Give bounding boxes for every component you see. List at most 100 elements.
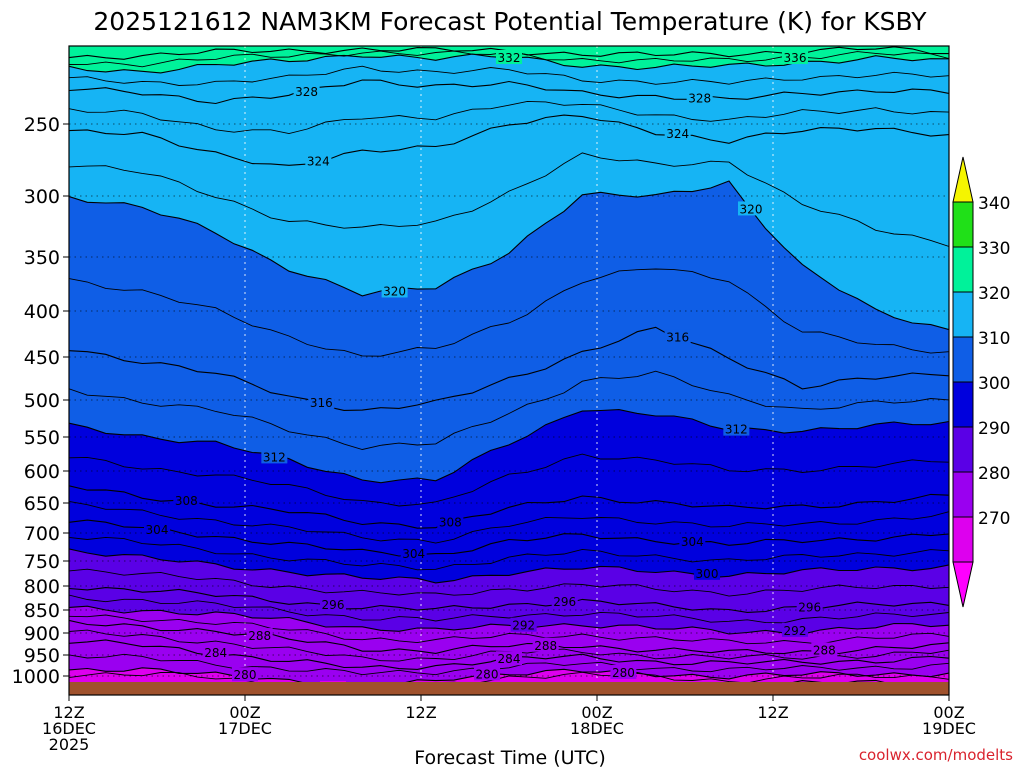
colorbar-bottom-arrow xyxy=(952,561,974,608)
y-tick-label: 700 xyxy=(24,523,60,545)
contour-318 xyxy=(69,268,949,357)
contour-label-bg xyxy=(261,449,288,464)
colorbar-label: 320 xyxy=(978,284,1010,304)
contour-label: 328 xyxy=(295,85,318,99)
contour-label-bg xyxy=(144,521,170,536)
contour-label: 328 xyxy=(688,92,711,106)
contour-label: 280 xyxy=(612,666,635,680)
contour-328 xyxy=(69,79,949,105)
x-tick-label: 00Z xyxy=(933,703,964,722)
colorbar-bin-340 xyxy=(952,201,974,248)
colorbar-bin-290 xyxy=(952,426,974,473)
contour-294 xyxy=(69,594,949,624)
pressure-axis: 2503003504004505005506006507007508008509… xyxy=(12,114,69,688)
contour-298 xyxy=(69,568,949,597)
y-tick-label: 500 xyxy=(24,390,60,412)
contour-label-bg xyxy=(320,597,346,612)
fill-above-336 xyxy=(69,46,949,60)
contour-label: 324 xyxy=(307,154,330,168)
contour-label: 312 xyxy=(263,450,286,464)
contour-label-bg xyxy=(811,642,838,657)
contour-label: 336 xyxy=(784,51,807,65)
contour-label-bg xyxy=(694,565,720,580)
contour-label: 288 xyxy=(248,629,271,643)
colorbar-bin-310 xyxy=(952,336,974,383)
x-tick-label: 12Z xyxy=(53,703,84,722)
contour-308 xyxy=(69,485,949,529)
contour-label-bg xyxy=(173,493,200,508)
contour-label: 304 xyxy=(681,535,704,549)
contour-label-bg xyxy=(308,394,335,409)
contour-278 xyxy=(69,671,949,691)
contour-labels: 332 328 336 328 324 324 320 320 316 316 312 312 308 3… xyxy=(144,50,838,696)
contour-label: 304 xyxy=(146,523,169,537)
contour-288 xyxy=(69,619,949,655)
contour-320 xyxy=(69,180,949,331)
contour-label: 308 xyxy=(439,515,462,529)
contour-label-bg xyxy=(686,90,713,105)
contour-312 xyxy=(69,409,949,484)
y-tick-label: 900 xyxy=(24,623,60,645)
x-tick-label: 17DEC xyxy=(218,719,272,738)
contour-label-bg xyxy=(782,50,808,64)
colorbar: 340 330 320 310 300 290 280 270 xyxy=(952,156,1010,608)
x-axis-label: Forecast Time (UTC) xyxy=(414,747,605,768)
contour-label-bg xyxy=(474,666,500,681)
y-tick-label: 550 xyxy=(24,427,60,449)
contour-label-bg xyxy=(532,637,559,652)
contour-330 xyxy=(69,65,949,86)
contour-label: 284 xyxy=(204,646,227,660)
terrain-band xyxy=(69,682,949,695)
contour-label-bg xyxy=(510,617,537,632)
contour-label: 292 xyxy=(512,619,535,633)
x-tick-label: 18DEC xyxy=(570,719,624,738)
contour-324 xyxy=(69,114,949,166)
contour-304 xyxy=(69,519,949,557)
contour-306 xyxy=(69,500,949,544)
contour-label-bg xyxy=(738,201,764,216)
colorbar-label: 310 xyxy=(978,329,1010,349)
x-tick-label: 2025 xyxy=(49,735,90,754)
contour-label-bg xyxy=(437,514,464,529)
theta-color-fills xyxy=(69,46,949,695)
y-tick-label: 950 xyxy=(24,645,60,667)
contour-label: 312 xyxy=(725,423,748,437)
contour-290 xyxy=(69,614,949,645)
contour-label-bg xyxy=(723,421,750,436)
contour-label: 288 xyxy=(534,639,557,653)
colorbar-bin-280 xyxy=(952,471,974,518)
contour-326 xyxy=(69,100,949,135)
contour-label: 316 xyxy=(666,331,689,345)
contour-label: 320 xyxy=(740,202,763,216)
x-tick-label: 12Z xyxy=(405,703,436,722)
contour-label-bg xyxy=(232,667,258,682)
contour-282 xyxy=(69,653,949,676)
contour-label: 304 xyxy=(402,547,425,561)
colorbar-label: 330 xyxy=(978,239,1010,259)
colorbar-label: 300 xyxy=(978,374,1010,394)
colorbar-label: 270 xyxy=(978,509,1010,529)
watermark: coolwx.com/modelts xyxy=(859,746,1013,764)
chart-title: 2025121612 NAM3KM Forecast Potential Tem… xyxy=(93,7,927,36)
x-tick-label: 00Z xyxy=(581,703,612,722)
contour-label-bg xyxy=(381,283,408,298)
contour-label-bg xyxy=(664,329,691,344)
y-tick-label: 400 xyxy=(24,301,60,323)
contour-label-bg xyxy=(551,594,578,609)
x-tick-label: 19DEC xyxy=(922,719,976,738)
contour-316 xyxy=(69,326,949,411)
y-tick-label: 750 xyxy=(24,551,60,573)
y-tick-label: 1000 xyxy=(12,666,60,688)
contour-280 xyxy=(69,667,949,687)
contour-label-bg xyxy=(400,545,427,560)
contour-310 xyxy=(69,453,949,507)
colorbar-label: 340 xyxy=(978,194,1010,214)
colorbar-bin-320 xyxy=(952,291,974,338)
y-tick-label: 650 xyxy=(24,493,60,515)
contour-label: 288 xyxy=(813,644,836,658)
colorbar-bin-330 xyxy=(952,246,974,293)
contour-label: 296 xyxy=(798,600,821,614)
colorbar-label: 280 xyxy=(978,464,1010,484)
